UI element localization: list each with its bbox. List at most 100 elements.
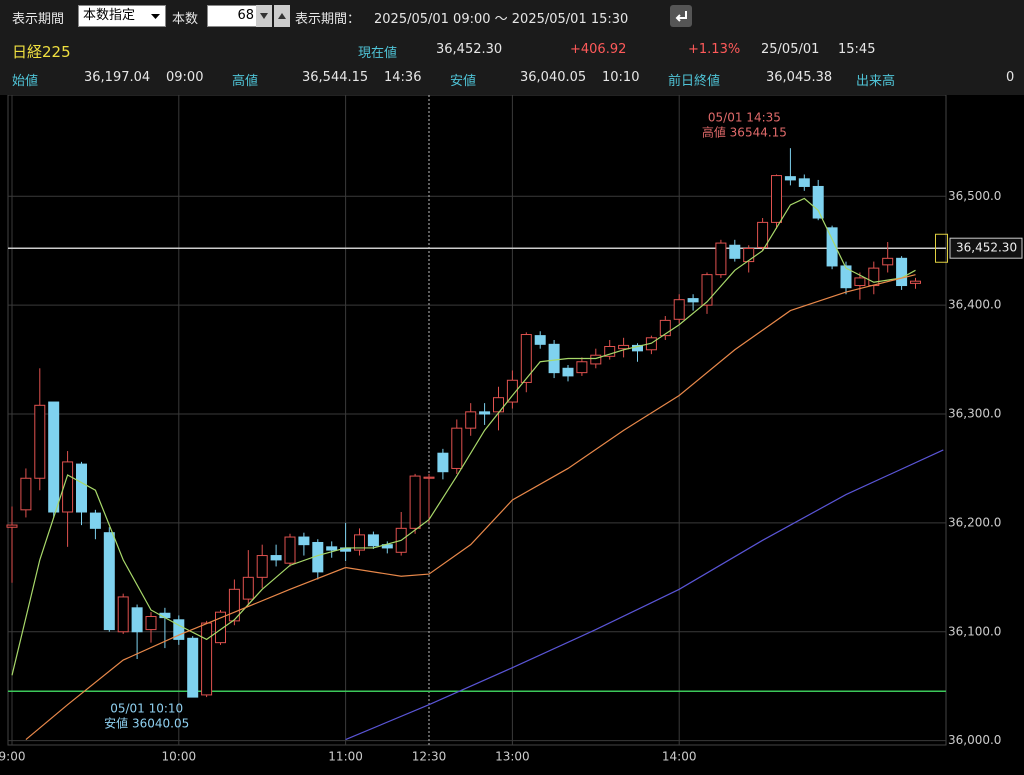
value: 本数指定: [83, 8, 136, 23]
candle-body: [76, 463, 87, 513]
header: 表示期間 本数指定 本数 68 表示期間： 2025/05/01 09:00 ～…: [0, 0, 1024, 95]
x-tick-label: 11:00: [328, 750, 363, 764]
candle-body: [20, 477, 32, 511]
label: 出来高: [856, 74, 896, 89]
value: +1.13%: [688, 42, 741, 57]
candle-body: [493, 397, 504, 413]
price-tag: [949, 237, 1023, 259]
candle-body: [784, 176, 796, 181]
candle-body: [465, 411, 477, 429]
candle-body: [576, 361, 588, 374]
candle-body: [423, 476, 435, 479]
moving-average: [11, 197, 916, 676]
candle-body: [882, 257, 894, 266]
candle-body: [34, 404, 46, 479]
candle-body: [256, 555, 268, 578]
price-marker: [935, 233, 948, 263]
label: 現在値: [358, 46, 398, 61]
candle-body: [743, 248, 755, 263]
moving-average: [345, 449, 944, 741]
candle-body: [103, 532, 115, 631]
candle-body: [910, 280, 921, 284]
label: 表示期間: [12, 12, 65, 27]
candle-body: [604, 346, 616, 357]
value: 36,544.15: [302, 70, 369, 85]
candle-body: [62, 461, 74, 513]
candle-body: [145, 616, 157, 631]
annotation-label: 安値 36040.05: [104, 716, 189, 731]
candle-body: [284, 536, 296, 564]
y-tick-label: 36,100.0: [948, 624, 1001, 638]
candle-body: [854, 277, 866, 287]
candle-body: [506, 379, 518, 403]
label: 安値: [450, 74, 477, 89]
candle-body: [354, 534, 365, 551]
candle-body: [270, 555, 282, 561]
candle-body: [687, 298, 699, 303]
label: 表示期間：: [295, 12, 361, 27]
candle-body: [659, 319, 671, 337]
value: 25/05/01: [761, 42, 820, 57]
plot-area: [7, 95, 947, 746]
label: 本数: [172, 12, 199, 27]
value: 09:00: [166, 70, 204, 85]
value: 68: [237, 8, 254, 23]
candle-body: [618, 344, 630, 350]
symbol: 日経225: [12, 43, 71, 61]
value: 0: [1006, 70, 1015, 85]
value: 15:45: [838, 42, 876, 57]
y-tick-label: 36,000.0: [948, 733, 1001, 747]
candle-body: [757, 221, 769, 248]
dropdown-icon: [151, 14, 160, 19]
moving-average: [25, 274, 916, 741]
candle-body: [534, 335, 546, 345]
candle-body: [89, 512, 101, 529]
value: +406.92: [570, 42, 627, 57]
x-tick-label: 10:00: [162, 750, 197, 764]
y-tick-label: 36,500.0: [948, 189, 1001, 203]
candle-body: [520, 334, 532, 383]
x-tick-label: 13:00: [495, 750, 530, 764]
candle-body: [187, 637, 199, 698]
chart: 36,000.0 36,100.0 36,200.0 36,300.0 36,400.0…: [0, 95, 1023, 764]
x-tick-label: 12:30: [412, 750, 447, 764]
candle-body: [242, 576, 254, 600]
label: 高値: [232, 74, 259, 89]
spin-buttons[interactable]: [256, 5, 290, 27]
candle-body: [868, 267, 880, 287]
candle-body: [812, 185, 824, 219]
value: 36,452.30: [436, 42, 503, 57]
candle-body: [131, 607, 143, 633]
candle-body: [298, 536, 310, 546]
candle-body: [715, 242, 727, 276]
candle-body: [117, 596, 129, 633]
annotation-time: 05/01 10:10: [110, 702, 183, 716]
refresh-button[interactable]: [670, 5, 692, 27]
candle-body: [479, 411, 491, 415]
label: 始値: [12, 74, 39, 89]
y-tick-label: 36,300.0: [948, 407, 1001, 421]
candle-body: [215, 611, 226, 644]
candle-body: [548, 343, 560, 374]
x-tick-label: 14:00: [662, 750, 697, 764]
candle-body: [326, 546, 338, 551]
candle-body: [409, 475, 421, 529]
candle-body: [562, 367, 574, 377]
candle-body: [701, 274, 713, 306]
candle-body: [6, 524, 18, 528]
range: 2025/05/01 09:00 ～ 2025/05/01 15:30: [374, 12, 629, 27]
candle-body: [896, 257, 908, 287]
candle-body: [673, 299, 685, 320]
count-input[interactable]: 68: [207, 5, 259, 27]
value: 36,040.05: [520, 70, 587, 85]
candle-body: [173, 619, 185, 640]
candle-body: [201, 622, 213, 696]
mode-select[interactable]: 本数指定: [78, 5, 166, 27]
candle-body: [48, 401, 60, 513]
candle-body: [590, 354, 602, 365]
value: 10:10: [602, 70, 640, 85]
price-tag-label: 36,452.30: [956, 241, 1017, 255]
value: 36,045.38: [766, 70, 833, 85]
candle-body: [771, 175, 782, 223]
